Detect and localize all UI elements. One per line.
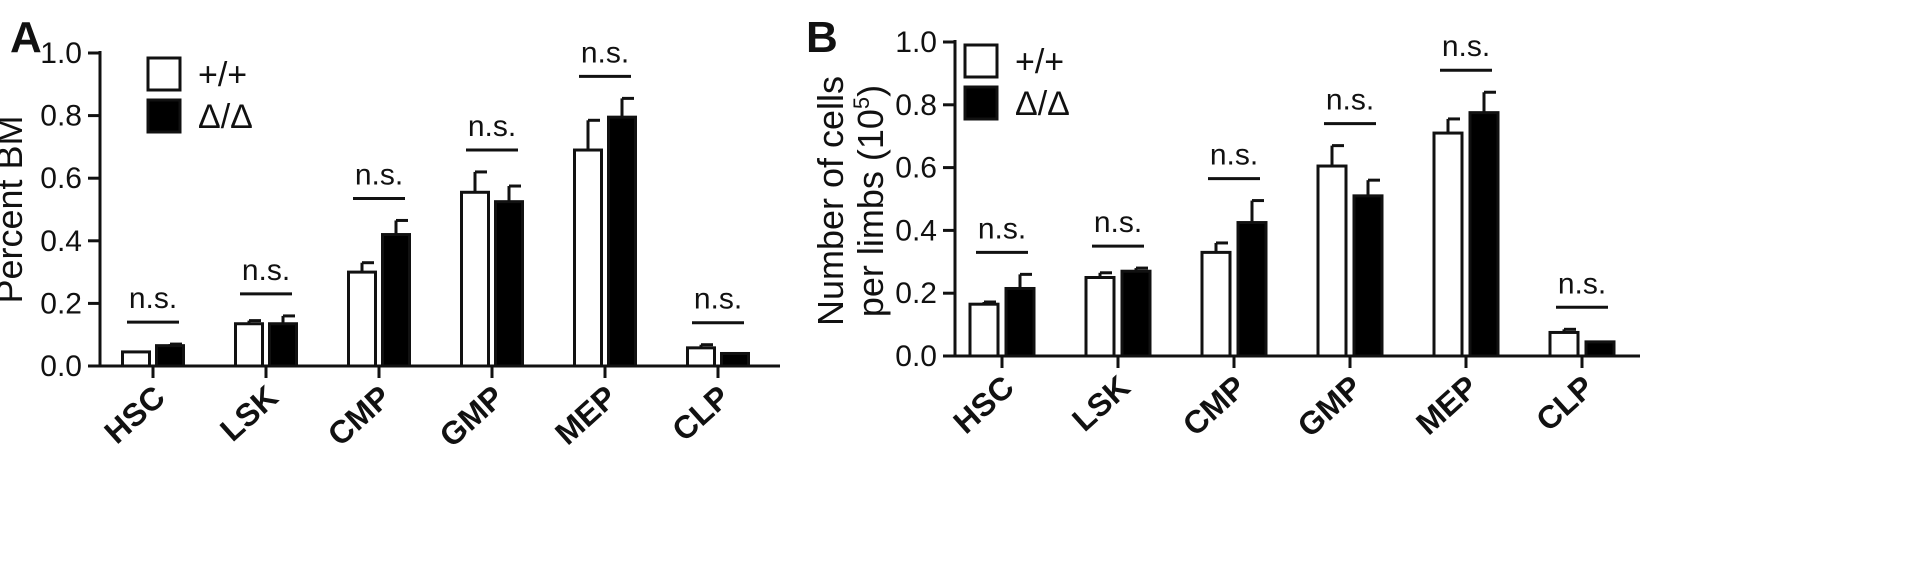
y-tick-label: 0.0 xyxy=(895,340,937,373)
bar-wt-cmp xyxy=(347,270,377,368)
x-tick-label: MEP xyxy=(548,378,624,451)
bar-mut-cmp xyxy=(381,233,411,368)
x-tick-label: GMP xyxy=(432,378,510,454)
legend-label-mut: Δ/Δ xyxy=(1015,85,1070,123)
y-axis-label-text: per limbs (10 xyxy=(850,109,891,317)
legend-label-mut: Δ/Δ xyxy=(198,98,253,136)
bar-mut-lsk xyxy=(268,322,298,368)
bar-wt-lsk xyxy=(1084,276,1116,358)
y-axis-label-line1: Number of cells xyxy=(810,76,851,326)
x-tick-label: LSK xyxy=(1065,368,1137,438)
bar-wt-hsc xyxy=(121,350,151,368)
panel-letter: A xyxy=(10,13,42,62)
y-tick-label: 0.6 xyxy=(895,152,937,185)
y-axis-label-superscript: 5 xyxy=(849,97,874,109)
bar-mut-hsc xyxy=(155,344,185,368)
bar-wt-clp xyxy=(686,346,716,368)
y-tick-label: 0.6 xyxy=(40,162,82,195)
x-tick-label: CMP xyxy=(1176,368,1253,442)
bar-mut-clp xyxy=(1584,340,1616,358)
significance-label: n.s. xyxy=(355,158,403,191)
panel-b: B 0.0 0.2 0.4 0.6 0.8 1.0 Number of cells per li… xyxy=(806,13,1640,444)
legend-label-wt: +/+ xyxy=(198,56,247,94)
y-axis-label-line2: per limbs (105) xyxy=(849,85,891,317)
x-tick-label: CLP xyxy=(1529,368,1601,438)
bar-mut-cmp xyxy=(1236,221,1268,358)
bar-mut-mep xyxy=(607,115,637,368)
bar-wt-mep xyxy=(573,148,603,368)
y-axis-label: Percent BM xyxy=(0,115,30,303)
bar-wt-cmp xyxy=(1200,250,1232,358)
y-axis-label-close: ) xyxy=(850,85,891,97)
y-tick-label: 1.0 xyxy=(40,37,82,70)
bar-mut-gmp xyxy=(494,200,524,368)
bar-mut-mep xyxy=(1468,111,1500,358)
x-tick-label: CMP xyxy=(321,378,398,452)
significance-label: n.s. xyxy=(581,36,629,69)
bar-mut-clp xyxy=(720,351,750,368)
y-tick-label: 0.0 xyxy=(40,350,82,383)
legend-swatch-wt xyxy=(146,56,182,92)
x-tick-label: MEP xyxy=(1409,368,1485,441)
bar-wt-clp xyxy=(1548,330,1580,358)
y-tick-label: 0.8 xyxy=(40,100,82,133)
bar-wt-gmp xyxy=(460,190,490,368)
y-tick-label: 0.2 xyxy=(895,277,937,310)
y-tick-label: 1.0 xyxy=(895,26,937,59)
significance-label: n.s. xyxy=(1326,84,1374,117)
significance-label: n.s. xyxy=(1094,206,1142,239)
significance-label: n.s. xyxy=(242,254,290,287)
significance-label: n.s. xyxy=(129,282,177,315)
x-tick-label: LSK xyxy=(213,378,285,448)
significance-label: n.s. xyxy=(1210,139,1258,172)
significance-label: n.s. xyxy=(468,110,516,143)
y-tick-label: 0.2 xyxy=(40,287,82,320)
x-tick-label: CLP xyxy=(665,378,737,448)
legend-swatch-wt xyxy=(963,43,999,79)
x-tick-label: HSC xyxy=(97,378,171,450)
x-tick-label: GMP xyxy=(1290,368,1368,444)
legend-swatch-mut xyxy=(146,98,182,134)
bar-wt-lsk xyxy=(234,322,264,368)
bar-wt-hsc xyxy=(968,302,1000,358)
panel-a: A 0.0 0.2 0.4 0.6 0.8 1.0 Percent BM HSC n.s. LSK n… xyxy=(0,13,780,454)
y-tick-label: 0.4 xyxy=(895,214,937,247)
bar-wt-gmp xyxy=(1316,164,1348,358)
bar-mut-gmp xyxy=(1352,194,1384,358)
y-tick-label: 0.4 xyxy=(40,225,82,258)
significance-label: n.s. xyxy=(694,283,742,316)
bar-mut-lsk xyxy=(1120,269,1152,358)
x-tick-label: HSC xyxy=(946,368,1020,440)
significance-label: n.s. xyxy=(1442,30,1490,63)
legend-label-wt: +/+ xyxy=(1015,43,1064,81)
legend-swatch-mut xyxy=(963,85,999,121)
significance-label: n.s. xyxy=(1558,267,1606,300)
bar-wt-mep xyxy=(1432,131,1464,358)
panel-letter: B xyxy=(806,13,838,62)
y-tick-label: 0.8 xyxy=(895,89,937,122)
bar-mut-hsc xyxy=(1004,286,1036,358)
significance-label: n.s. xyxy=(978,212,1026,245)
